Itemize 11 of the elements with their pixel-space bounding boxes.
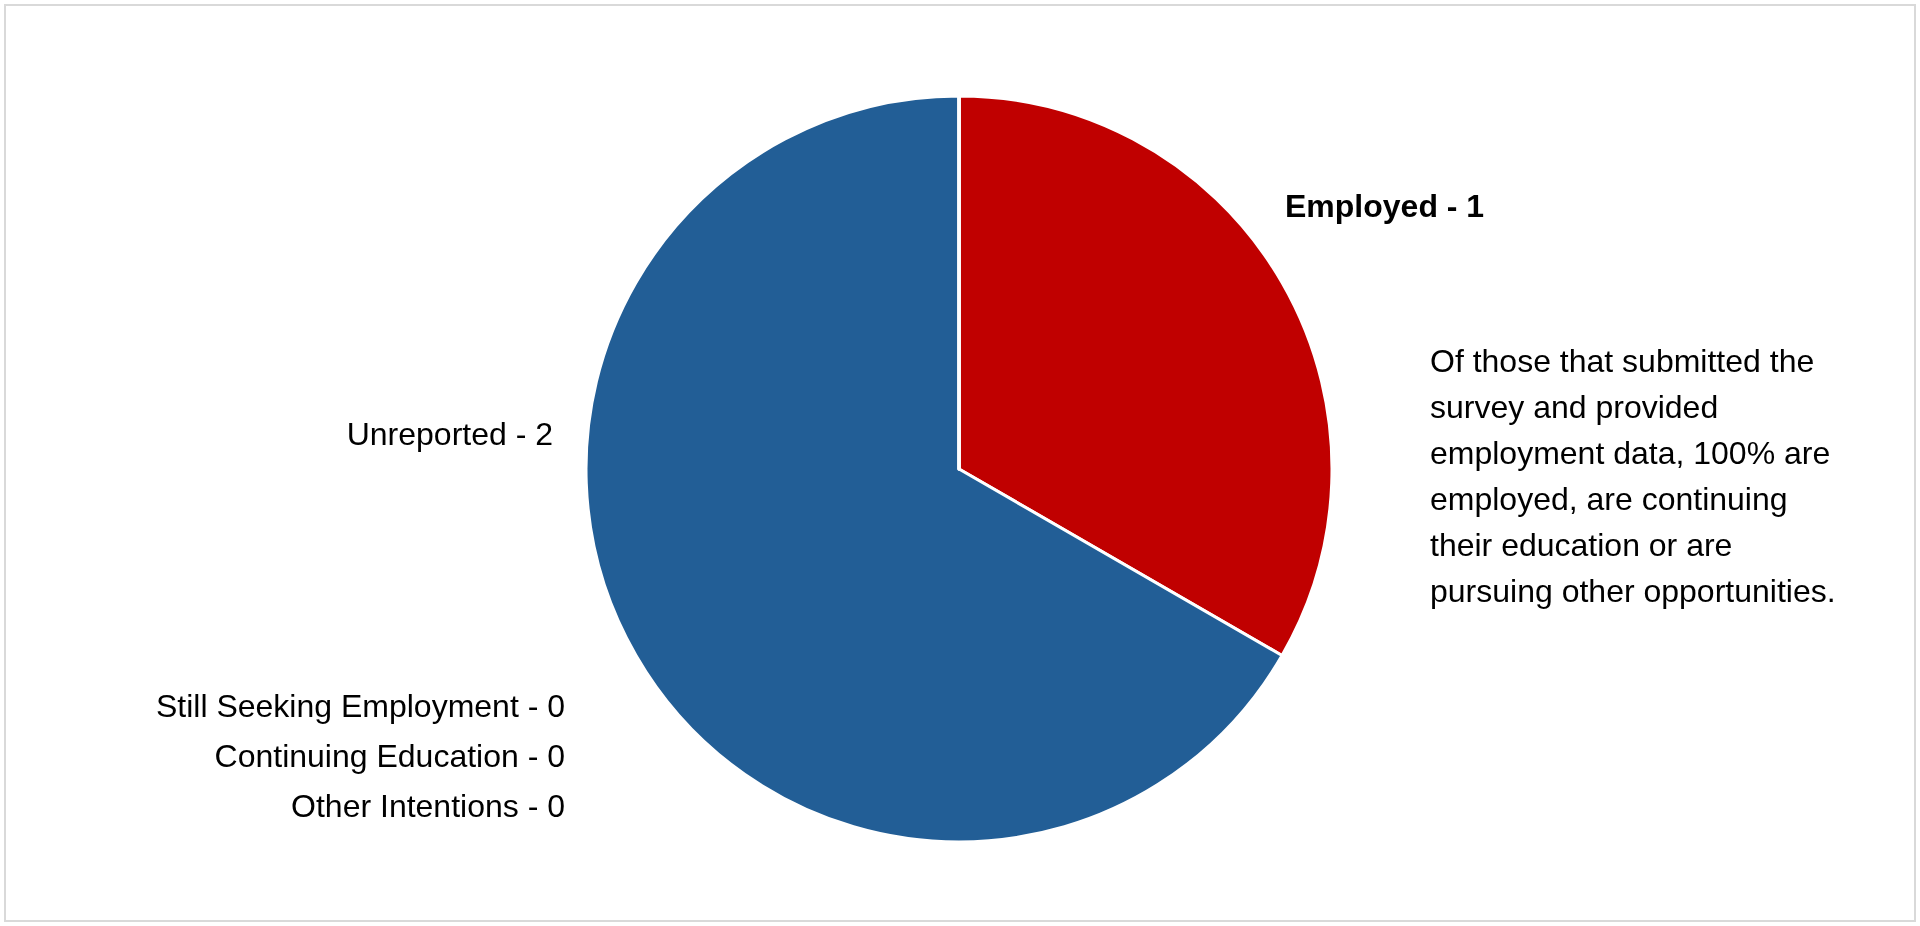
text: Of those that submitted the survey and provided employment data, 100% are employed, are continuing their education or are pursuing other opportunities. <box>1430 343 1840 609</box>
category-label: Other Intentions - <box>291 788 539 824</box>
slice-label: Employed - <box>1285 188 1458 224</box>
category-label: Still Seeking Employment - <box>155 688 539 724</box>
text: 0 <box>547 738 565 774</box>
slice-label: Unreported - <box>346 416 527 452</box>
text: 0 <box>547 788 565 824</box>
data-label: 1 <box>1466 188 1485 224</box>
data-label: 2 <box>535 416 553 452</box>
category-label: Continuing Education - <box>214 738 539 774</box>
text: 0 <box>547 688 565 724</box>
